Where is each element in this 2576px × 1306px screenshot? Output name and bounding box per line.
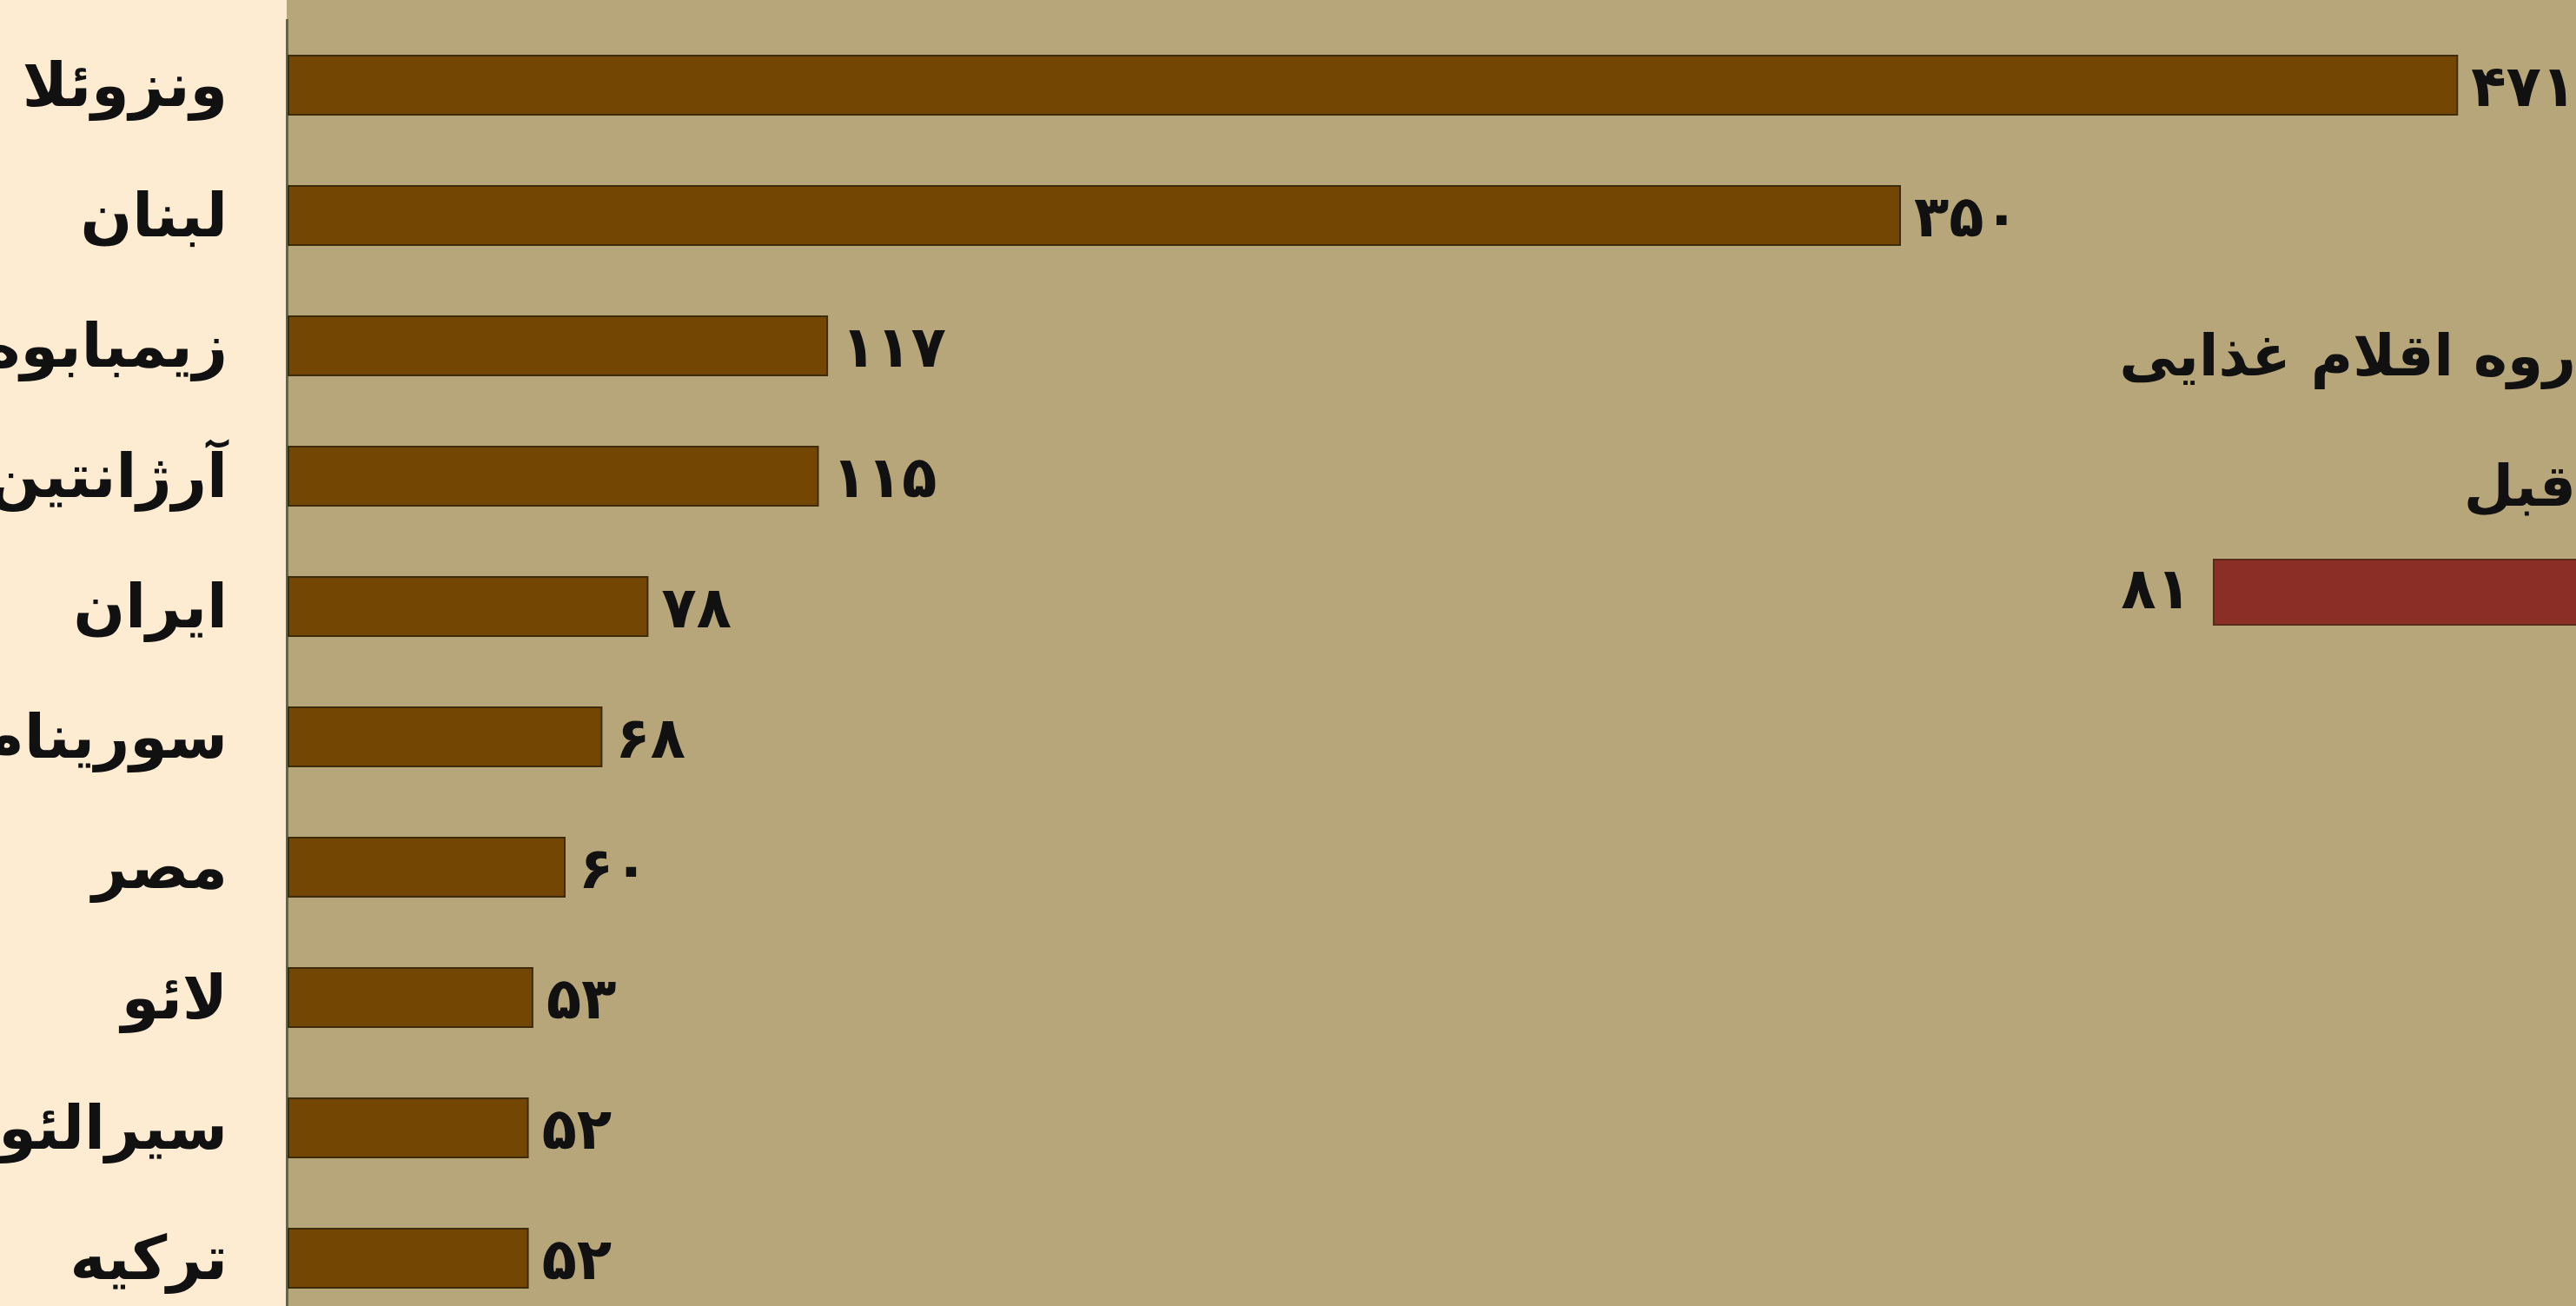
legend: روه اقلام غذایی قبل ۸۱ xyxy=(2119,322,2576,626)
category-axis-line xyxy=(286,19,288,1306)
category-label-10: ترکیه xyxy=(70,1223,228,1294)
category-label-1: ونزوئلا xyxy=(23,50,228,121)
bar-9 xyxy=(288,1097,529,1158)
category-label-panel xyxy=(0,0,287,1306)
bar-value-label-3: ۱۱۷ xyxy=(841,314,946,381)
bar-2 xyxy=(288,185,1901,246)
category-label-7: مصر xyxy=(89,832,228,903)
bar-value-label-1: ۴۷۱ xyxy=(2471,53,2576,120)
category-label-3: زیمبابوه xyxy=(0,310,228,381)
bar-value-label-5: ۷۸ xyxy=(661,574,732,641)
bars-layer: ۴۷۱ ونزوئلا ۳۵۰ لبنان ۱۱۷ زیمبابوه ۱۱۵ آرژانتین… xyxy=(0,50,2576,1294)
bar-value-label-6: ۶۸ xyxy=(615,705,685,772)
category-label-6: سورینام xyxy=(0,701,228,773)
bar-value-label-2: ۳۵۰ xyxy=(1914,183,2019,250)
bar-4 xyxy=(288,446,819,507)
category-label-4: آرژانتین xyxy=(0,439,229,512)
bar-8 xyxy=(288,967,533,1028)
category-label-9: سیرالئون xyxy=(0,1092,228,1163)
bar-6 xyxy=(288,706,603,767)
category-label-8: لائو xyxy=(119,962,228,1033)
category-label-2: لبنان xyxy=(81,180,228,251)
legend-value-label: ۸۱ xyxy=(2121,555,2191,622)
bar-value-label-4: ۱۱۵ xyxy=(832,444,937,511)
bar-value-label-7: ۶۰ xyxy=(579,835,649,902)
bar-value-label-9: ۵۲ xyxy=(542,1096,613,1163)
legend-bar xyxy=(2213,559,2576,626)
bar-3 xyxy=(288,315,829,376)
bar-10 xyxy=(288,1228,529,1289)
bar-5 xyxy=(288,576,649,637)
bar-1 xyxy=(288,55,2459,116)
category-label-5: ایران xyxy=(73,571,228,642)
legend-title-line-2: قبل xyxy=(2464,453,2576,520)
bar-7 xyxy=(288,837,566,898)
legend-title-line-1: روه اقلام غذایی xyxy=(2119,322,2576,390)
bar-value-label-10: ۵۲ xyxy=(542,1226,613,1293)
bar-value-label-8: ۵۳ xyxy=(546,965,617,1032)
